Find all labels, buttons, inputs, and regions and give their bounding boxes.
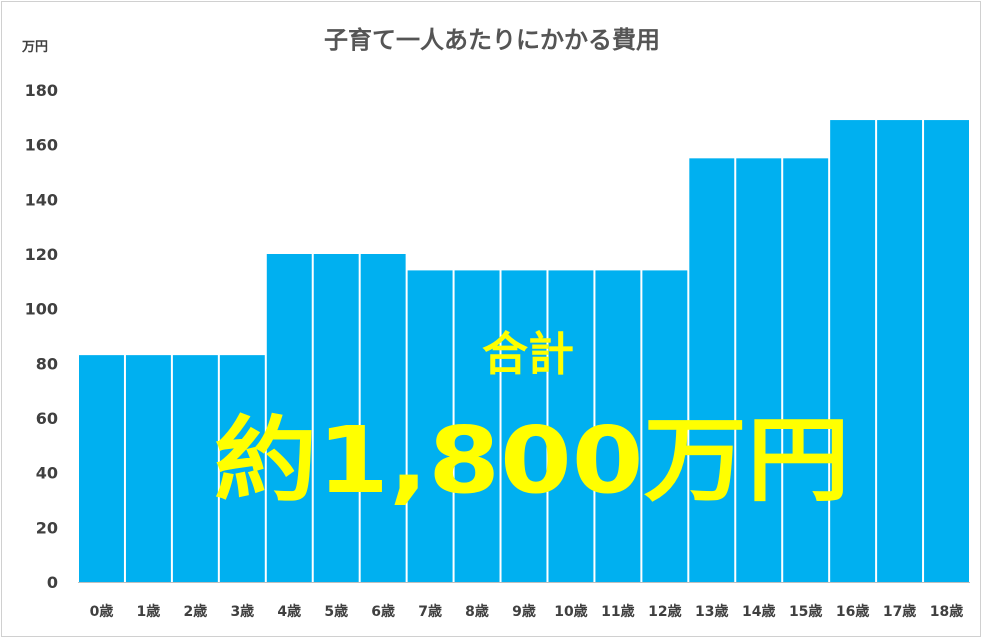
x-tick-label: 1歳 bbox=[137, 603, 161, 620]
bar bbox=[501, 270, 547, 582]
x-tick-label: 9歳 bbox=[512, 603, 536, 620]
y-tick-label: 40 bbox=[36, 464, 58, 483]
bar bbox=[454, 270, 500, 582]
x-tick-label: 17歳 bbox=[883, 603, 916, 620]
x-tick-label: 14歳 bbox=[742, 603, 775, 620]
annotation-total-label: 合計 bbox=[482, 327, 574, 381]
bar bbox=[689, 158, 735, 583]
bar bbox=[79, 355, 124, 582]
y-tick-label: 0 bbox=[47, 573, 58, 592]
bar bbox=[172, 355, 218, 582]
bar bbox=[642, 270, 688, 582]
y-tick-label: 180 bbox=[25, 81, 58, 100]
y-tick-label: 140 bbox=[25, 190, 58, 209]
y-axis-ticks: 0 20 40 60 80 100 120 140 160 180 bbox=[25, 81, 58, 592]
x-tick-label: 4歳 bbox=[277, 603, 301, 620]
bar bbox=[877, 120, 923, 583]
x-tick-label: 10歳 bbox=[554, 603, 587, 620]
bar bbox=[313, 254, 359, 582]
bars bbox=[79, 120, 969, 583]
x-tick-label: 8歳 bbox=[465, 603, 489, 620]
x-tick-label: 15歳 bbox=[789, 603, 822, 620]
bar bbox=[830, 120, 876, 583]
annotation-total-value: 約1,800万円 bbox=[214, 407, 850, 514]
bar bbox=[924, 120, 969, 583]
x-tick-label: 0歳 bbox=[90, 603, 114, 620]
x-tick-label: 16歳 bbox=[836, 603, 869, 620]
x-tick-label: 11歳 bbox=[601, 603, 634, 620]
y-tick-label: 20 bbox=[36, 518, 58, 537]
chart-title: 子育て一人あたりにかかる費用 bbox=[324, 26, 660, 54]
x-tick-label: 6歳 bbox=[371, 603, 395, 620]
bar bbox=[407, 270, 453, 582]
bar bbox=[548, 270, 594, 582]
bar bbox=[595, 270, 641, 582]
y-tick-label: 60 bbox=[36, 409, 58, 428]
y-tick-label: 80 bbox=[36, 354, 58, 373]
y-axis-unit: 万円 bbox=[21, 40, 48, 55]
x-tick-label: 2歳 bbox=[183, 603, 207, 620]
x-tick-label: 18歳 bbox=[930, 603, 963, 620]
bar bbox=[736, 158, 782, 583]
x-tick-label: 5歳 bbox=[324, 603, 348, 620]
x-tick-label: 13歳 bbox=[695, 603, 728, 620]
bar bbox=[360, 254, 406, 582]
y-tick-label: 160 bbox=[25, 136, 58, 155]
bar bbox=[219, 355, 265, 582]
bar bbox=[125, 355, 171, 582]
x-tick-label: 12歳 bbox=[648, 603, 681, 620]
y-tick-label: 120 bbox=[25, 245, 58, 264]
x-tick-label: 3歳 bbox=[230, 603, 254, 620]
bar bbox=[266, 254, 312, 582]
y-tick-label: 100 bbox=[25, 300, 58, 319]
x-axis-ticks: 0歳 1歳 2歳 3歳 4歳 5歳 6歳 7歳 8歳 9歳 10歳 11歳 12歳 13歳 14歳 15歳 16… bbox=[90, 603, 964, 620]
bar bbox=[783, 158, 829, 583]
x-tick-label: 7歳 bbox=[418, 603, 442, 620]
